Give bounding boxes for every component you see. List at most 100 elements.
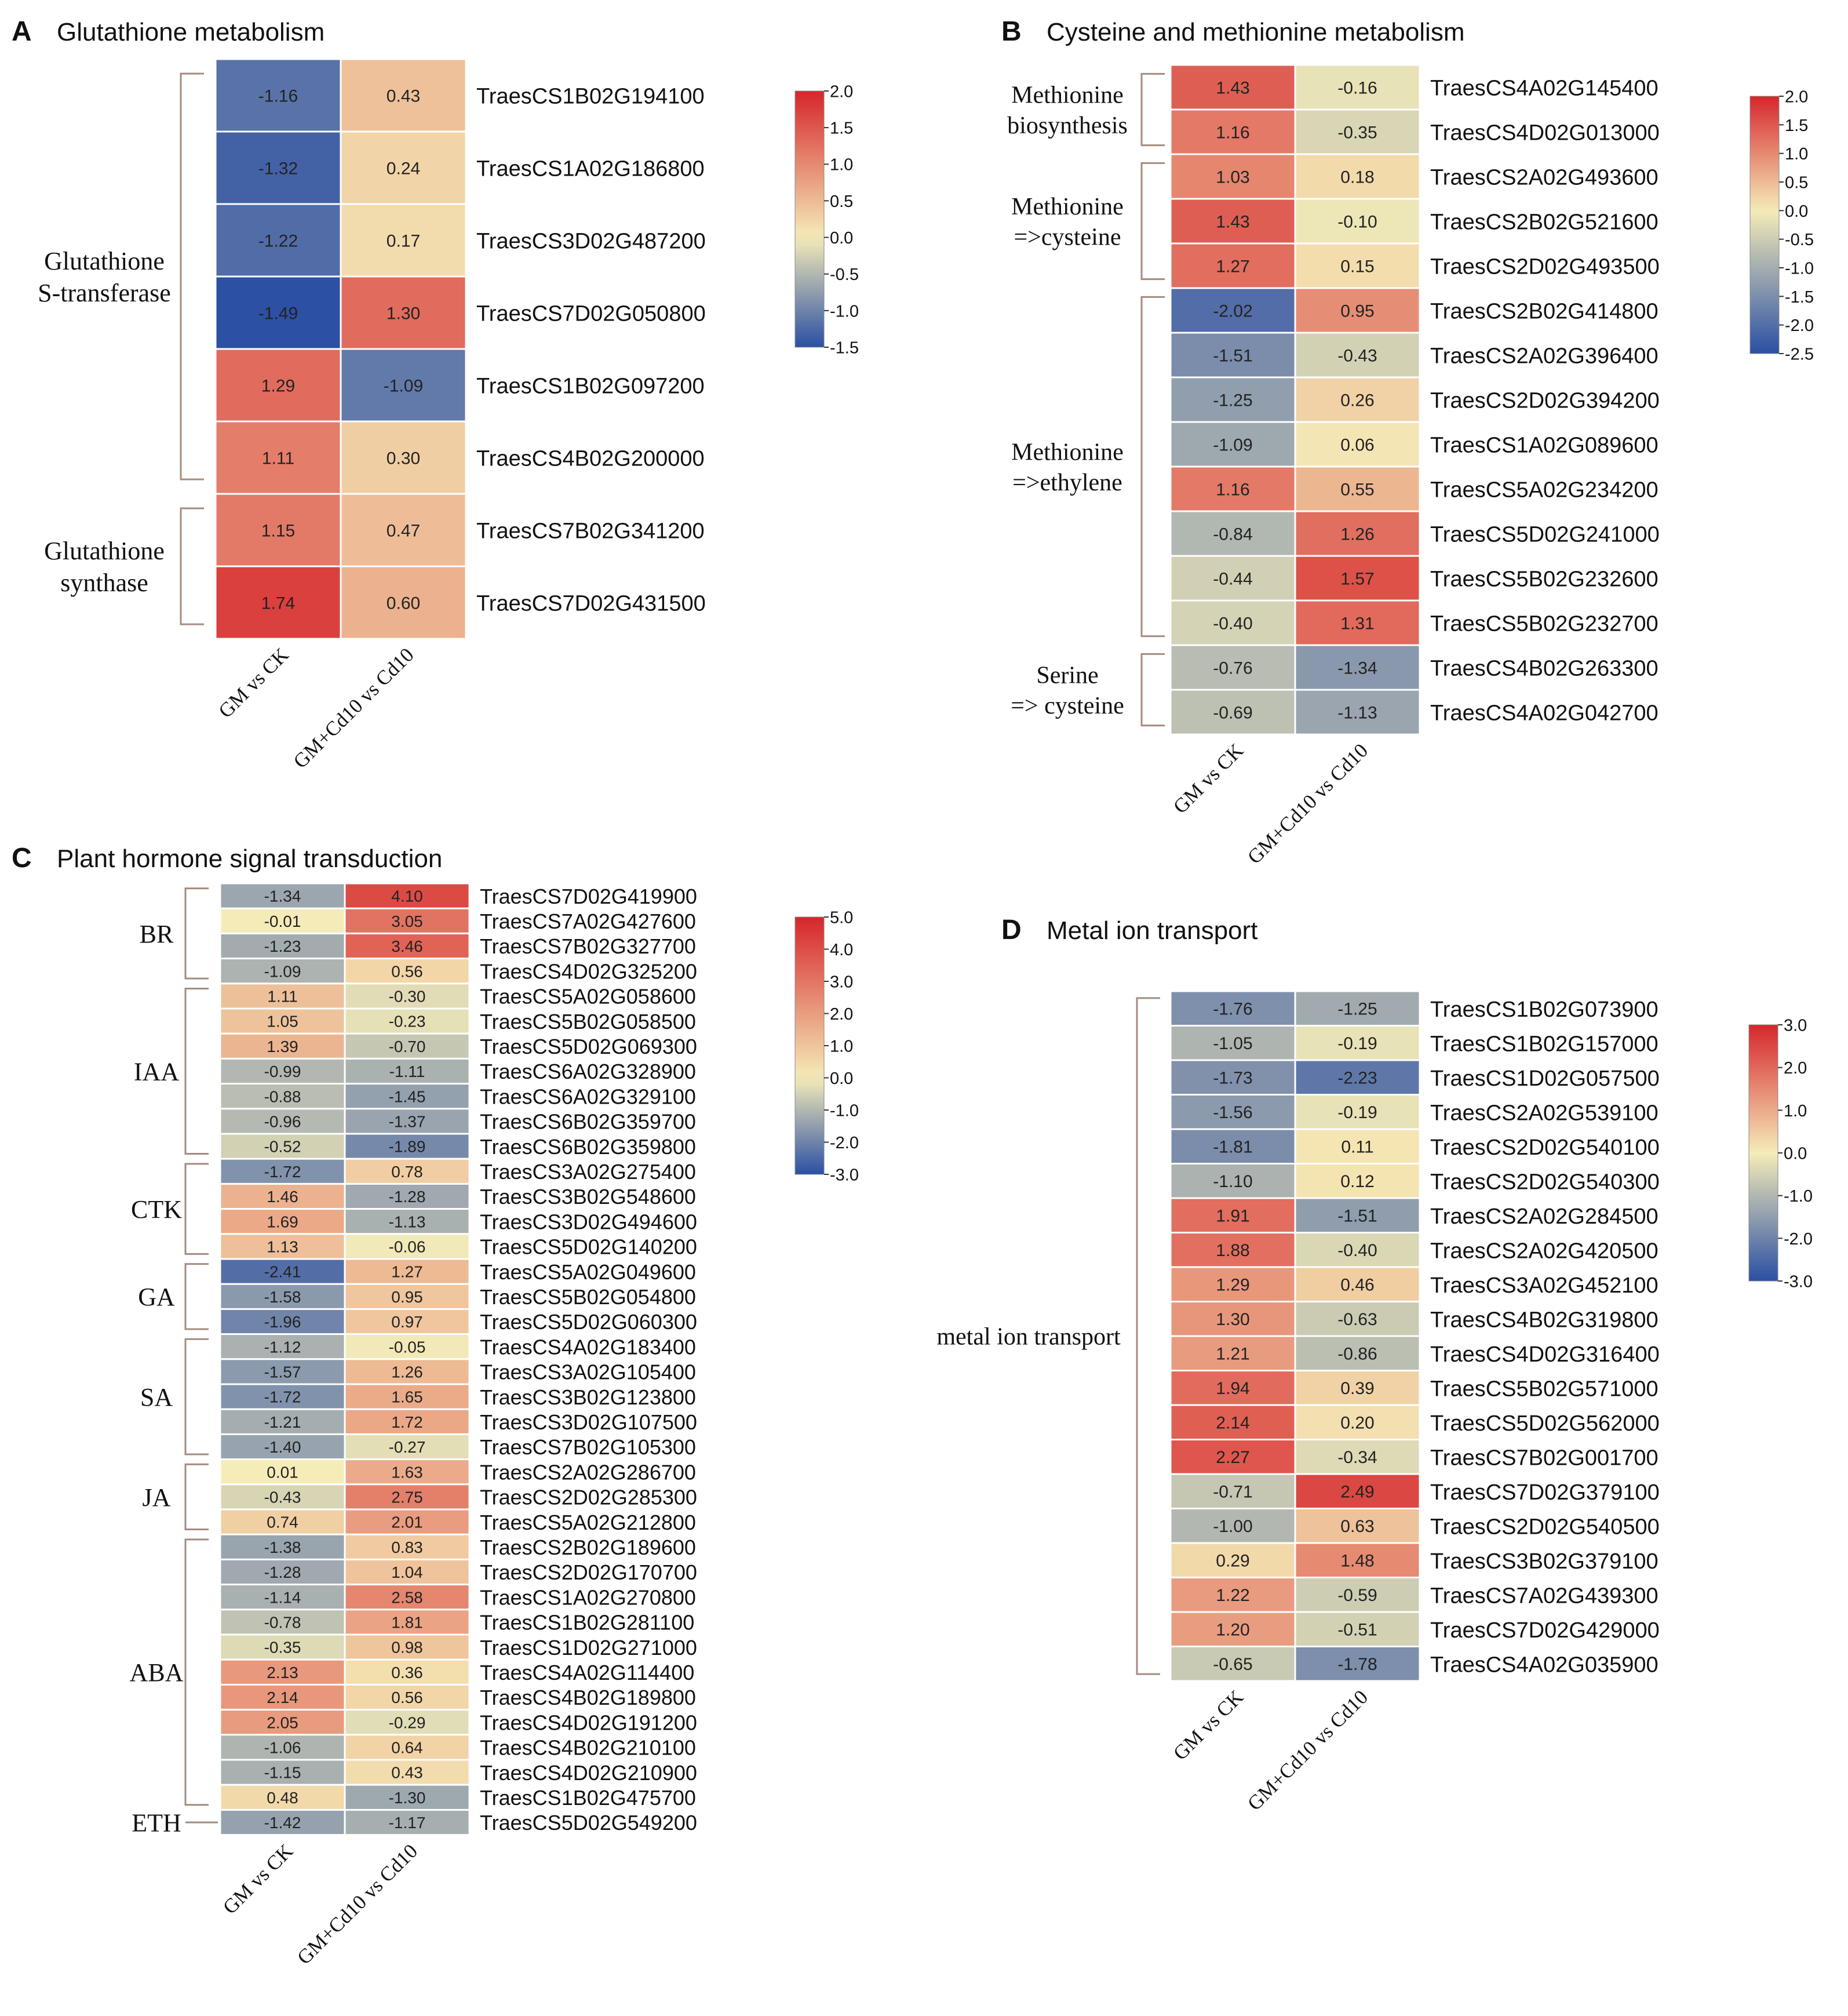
group-label: biosynthesis [1007, 112, 1128, 139]
gene-label: TraesCS4B02G210100 [480, 1736, 696, 1760]
group-label: metal ion transport [936, 1324, 1121, 1351]
cell-value: 1.04 [391, 1563, 423, 1581]
cell-value: -0.84 [1213, 525, 1252, 544]
heatmap-cell [1169, 1232, 1296, 1268]
group-label: Glutathione [44, 247, 165, 275]
cell-value: -2.23 [1337, 1069, 1377, 1088]
gene-label: TraesCS3A02G452100 [1430, 1273, 1659, 1298]
colorbar-tick-label: -0.5 [830, 265, 859, 284]
cell-value: -0.76 [1213, 658, 1252, 678]
cell-value: 1.20 [1216, 1621, 1249, 1640]
cell-value: 0.20 [1340, 1414, 1374, 1433]
cell-value: -1.17 [389, 1814, 426, 1832]
colorbar-tick-label: 1.0 [830, 156, 853, 174]
colorbar-tick-label: 0.5 [830, 192, 853, 211]
cell-value: 1.11 [262, 449, 294, 468]
cell-value: 0.24 [387, 159, 420, 178]
gene-label: TraesCS1B02G157000 [1430, 1032, 1659, 1056]
gene-label: TraesCS3B02G548600 [480, 1185, 696, 1209]
cell-value: 1.21 [1216, 1345, 1249, 1364]
heatmap-cell [219, 1158, 346, 1185]
heatmap-cell [1294, 990, 1421, 1027]
heatmap-cell [1169, 1577, 1296, 1613]
cell-value: -1.89 [389, 1138, 426, 1156]
cell-value: 1.13 [267, 1238, 298, 1256]
column-label: GM vs CK [214, 643, 293, 722]
gene-label: TraesCS5D02G069300 [480, 1035, 697, 1058]
gene-label: TraesCS3B02G123800 [480, 1385, 696, 1409]
heatmap-cell [1294, 510, 1421, 557]
heatmap-cell [1169, 1059, 1296, 1096]
gene-label: TraesCS7D02G431500 [476, 592, 706, 616]
heatmap-cell [1169, 465, 1296, 512]
gene-label: TraesCS4B02G189800 [480, 1686, 696, 1709]
column-label: GM vs CK [1169, 739, 1248, 818]
cell-value: 0.30 [387, 449, 420, 468]
cell-value: -0.52 [264, 1138, 301, 1156]
heatmap-cell [1169, 1266, 1296, 1302]
group-bracket [184, 1463, 209, 1531]
cell-value: 1.03 [1216, 168, 1249, 187]
cell-value: 0.48 [267, 1789, 298, 1807]
gene-label: TraesCS2A02G396400 [1430, 344, 1659, 369]
cell-value: -1.57 [264, 1363, 301, 1381]
cell-value: -1.40 [264, 1438, 301, 1456]
cell-value: -0.44 [1213, 569, 1252, 588]
cell-value: 4.10 [391, 887, 423, 905]
heatmap-cell [219, 1383, 346, 1410]
cell-value: 0.43 [391, 1764, 423, 1782]
cell-value: -1.25 [1337, 1000, 1377, 1019]
heatmap-cell [1294, 376, 1421, 423]
group-label: =>cysteine [1014, 224, 1121, 250]
colorbar-tick-label: -1.0 [1784, 1187, 1813, 1206]
panel-title: Glutathione metabolism [57, 18, 325, 46]
cell-value: 1.69 [267, 1213, 298, 1231]
heatmap-cell [1169, 287, 1296, 334]
group-bracket [184, 987, 209, 1155]
heatmap-cell [219, 1333, 346, 1360]
panel-D: D Metal ion transport -1.76 -1.25 TraesCS1B0… [936, 915, 1813, 1815]
cell-value: -0.86 [1337, 1345, 1377, 1364]
heatmap-cell [1294, 64, 1421, 111]
heatmap-cell [219, 1734, 346, 1761]
gene-label: TraesCS2B02G414800 [1430, 300, 1659, 324]
gene-label: TraesCS3D02G494600 [480, 1210, 697, 1233]
colorbar-tick-label: 2.0 [830, 1005, 853, 1024]
cell-value: -1.09 [1213, 435, 1252, 454]
cell-value: 1.29 [261, 376, 295, 395]
group-bracket [180, 72, 204, 481]
heatmap-cell [1294, 421, 1421, 468]
cell-value: 1.81 [391, 1613, 423, 1631]
group-label: SA [140, 1383, 173, 1411]
group-bracket [1136, 997, 1160, 1675]
cell-value: 0.36 [391, 1664, 423, 1682]
colorbar [794, 90, 825, 348]
heatmap-cell [1169, 555, 1296, 602]
cell-value: 1.26 [1340, 525, 1374, 544]
heatmap-cell [344, 1609, 471, 1636]
cell-value: -1.28 [389, 1188, 426, 1206]
cell-value: -1.30 [389, 1789, 426, 1807]
colorbar-tick-label: 4.0 [830, 941, 853, 959]
cell-value: 1.57 [1340, 569, 1374, 588]
cell-value: -1.45 [389, 1087, 426, 1105]
colorbar-tick-label: 3.0 [1784, 1016, 1807, 1035]
cell-value: -1.06 [264, 1738, 301, 1756]
group-label: synthase [60, 569, 148, 597]
heatmap-cell [1294, 689, 1421, 736]
heatmap-cell [214, 58, 342, 133]
heatmap-cell [344, 1182, 471, 1210]
colorbar-tick-label: 2.0 [1784, 1059, 1807, 1078]
cell-value: -0.30 [389, 987, 426, 1005]
cell-value: -0.05 [389, 1338, 426, 1356]
cell-value: -0.40 [1337, 1241, 1377, 1260]
panel-letter: B [1001, 16, 1022, 47]
gene-label: TraesCS7B02G341200 [476, 519, 705, 544]
cell-value: -0.16 [1337, 78, 1377, 97]
gene-label: TraesCS1B02G475700 [480, 1786, 696, 1810]
group-bracket [180, 507, 204, 625]
gene-label: TraesCS1D02G271000 [480, 1636, 697, 1660]
cell-value: -0.43 [1337, 346, 1377, 365]
cell-value: -0.06 [389, 1238, 426, 1256]
cell-value: 1.05 [267, 1013, 298, 1031]
